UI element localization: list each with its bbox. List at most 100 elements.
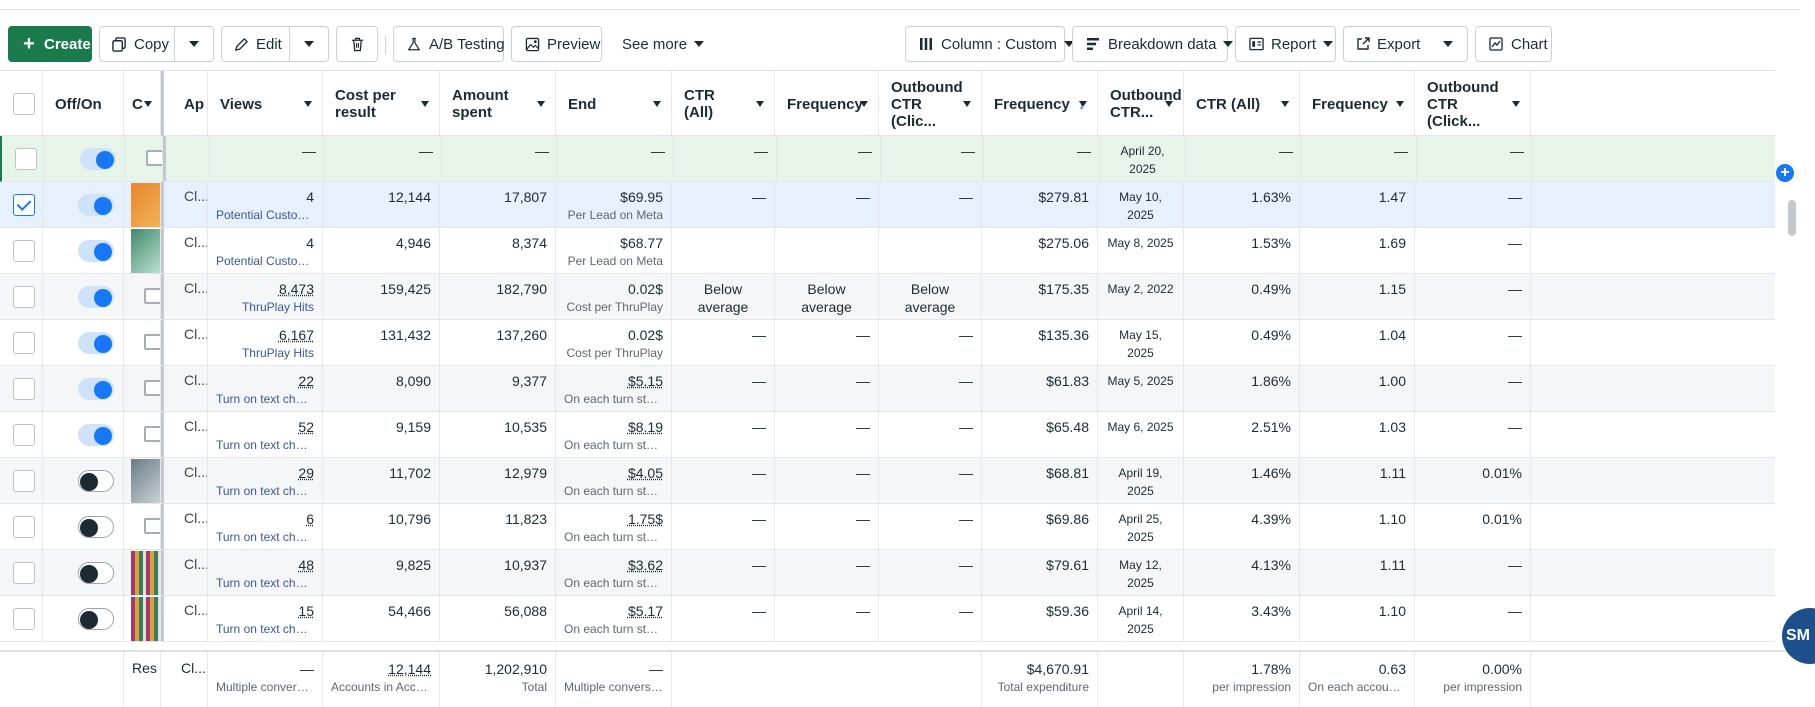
header-outbound-ctr-2[interactable]: Outbound CTR... xyxy=(1098,71,1184,137)
ab-testing-button[interactable]: A/B Testing xyxy=(393,26,505,62)
ad-name[interactable]: Cl... xyxy=(184,372,208,388)
ad-name-cell[interactable]: Cl... xyxy=(161,550,208,595)
cell-caption[interactable]: Potential Customer... xyxy=(216,208,314,222)
campaign-cell xyxy=(124,228,161,273)
delivery-toggle[interactable] xyxy=(78,424,114,446)
table-row[interactable]: Cl... 4 Potential Customer... 12,144 17,807 $… xyxy=(0,182,1775,228)
delete-button[interactable] xyxy=(336,26,378,62)
row-checkbox[interactable] xyxy=(13,332,35,354)
row-checkbox[interactable] xyxy=(15,148,37,170)
cell-caption[interactable]: Turn on text chat c... xyxy=(216,484,314,498)
row-checkbox[interactable] xyxy=(13,424,35,446)
table-row[interactable]: Cl... 29 Turn on text chat c... 11,702 12,97… xyxy=(0,458,1775,504)
table-row[interactable]: Cl... 8,473 ThruPlay Hits 159,425 182,790 0.0… xyxy=(0,274,1775,320)
header-ctr-all[interactable]: CTR (All) xyxy=(672,71,775,137)
export-button[interactable]: Export xyxy=(1344,27,1429,61)
select-all-checkbox[interactable] xyxy=(13,93,35,115)
cell-caption[interactable]: Potential Customer... xyxy=(216,254,314,268)
header-frequency-2[interactable]: Frequency xyxy=(1300,71,1415,137)
row-checkbox[interactable] xyxy=(13,562,35,584)
header-amount-spent[interactable]: Amount spent xyxy=(440,71,556,137)
ad-name-cell[interactable]: Cl... xyxy=(161,366,208,411)
delivery-toggle[interactable] xyxy=(78,378,114,400)
header-off-on[interactable]: Off/On xyxy=(43,71,124,137)
table-row[interactable]: Cl... 6,167 ThruPlay Hits 131,432 137,260 0.0… xyxy=(0,320,1775,366)
cell-caption[interactable]: Turn on text chat c... xyxy=(216,576,314,590)
table-row[interactable]: Cl... 15 Turn on text chat c... 54,466 56,08… xyxy=(0,596,1775,642)
ad-name-cell[interactable]: Cl... xyxy=(161,412,208,457)
header-campaign[interactable]: C xyxy=(124,71,161,137)
ad-name[interactable]: Cl... xyxy=(184,418,208,434)
delivery-toggle[interactable] xyxy=(78,194,114,216)
delivery-toggle[interactable] xyxy=(78,240,114,262)
delivery-toggle[interactable] xyxy=(78,470,114,492)
ad-name-cell[interactable]: Cl... xyxy=(161,504,208,549)
cell-caption[interactable]: Turn on text chat c... xyxy=(216,622,314,636)
report-button[interactable]: Report xyxy=(1235,26,1336,62)
ad-name-cell[interactable]: Cl... xyxy=(161,458,208,503)
row-checkbox[interactable] xyxy=(13,240,35,262)
chevron-down-icon xyxy=(189,41,199,47)
chart-button[interactable]: Chart xyxy=(1475,26,1552,62)
see-more-button[interactable]: See more xyxy=(610,26,705,62)
ad-name[interactable]: Cl... xyxy=(184,602,208,618)
header-ctr-all-2[interactable]: CTR (All) xyxy=(1184,71,1300,137)
header-outbound-ctr[interactable]: Outbound CTR (Clic... xyxy=(879,71,982,137)
cell-caption[interactable]: Turn on text chat c... xyxy=(216,530,314,544)
header-views[interactable]: Views xyxy=(208,71,323,137)
ad-name-cell[interactable]: Cl... xyxy=(161,320,208,365)
column-custom-button[interactable]: Column : Custom xyxy=(905,26,1074,62)
ad-name[interactable]: Cl... xyxy=(184,556,208,572)
ad-name[interactable]: Cl... xyxy=(184,510,208,526)
cell-caption[interactable]: Turn on text chat c... xyxy=(216,392,314,406)
row-checkbox[interactable] xyxy=(13,378,35,400)
header-frequency[interactable]: Frequency xyxy=(775,71,879,137)
cell-caption[interactable]: Turn on text chat c... xyxy=(216,438,314,452)
row-checkbox[interactable] xyxy=(13,470,35,492)
delivery-toggle[interactable] xyxy=(78,332,114,354)
export-dropdown-button[interactable] xyxy=(1429,27,1467,61)
ad-name[interactable]: Cl... xyxy=(184,188,208,204)
row-checkbox[interactable] xyxy=(13,194,35,216)
table-row[interactable]: Cl... 52 Turn on text chat c... 9,159 10,535… xyxy=(0,412,1775,458)
row-checkbox[interactable] xyxy=(13,608,35,630)
table-row[interactable]: Cl... 4 Potential Customer... 4,946 8,374 $68… xyxy=(0,228,1775,274)
breakdown-icon xyxy=(1085,36,1101,52)
delivery-toggle[interactable] xyxy=(80,148,116,170)
header-cost-per-result[interactable]: Cost per result xyxy=(323,71,440,137)
edit-dropdown-button[interactable] xyxy=(290,27,328,61)
copy-button[interactable]: Copy xyxy=(100,27,174,61)
header-frequency-sorted[interactable]: Frequency ↓ xyxy=(982,71,1098,137)
vertical-scrollbar[interactable] xyxy=(1788,200,1796,236)
ad-name[interactable]: Cl... xyxy=(184,280,208,296)
row-checkbox[interactable] xyxy=(13,516,35,538)
row-checkbox[interactable] xyxy=(13,286,35,308)
ad-name-cell[interactable]: Cl... xyxy=(161,228,208,273)
table-row[interactable]: Cl... 22 Turn on text chat c... 8,090 9,377 $… xyxy=(0,366,1775,412)
edit-button[interactable]: Edit xyxy=(222,27,289,61)
header-ad[interactable]: Ap xyxy=(161,71,208,137)
copy-dropdown-button[interactable] xyxy=(175,27,213,61)
ad-name-cell[interactable] xyxy=(163,136,210,181)
ad-name[interactable]: Cl... xyxy=(184,326,208,342)
create-button[interactable]: + Create xyxy=(8,26,92,62)
table-row[interactable]: Cl... 6 Turn on text chat c... 10,796 11,823… xyxy=(0,504,1775,550)
header-outbound-ctr-3[interactable]: Outbound CTR (Click... xyxy=(1415,71,1531,137)
cell-caption[interactable]: ThruPlay Hits xyxy=(241,300,314,314)
ad-name-cell[interactable]: Cl... xyxy=(161,182,208,227)
breakdown-data-button[interactable]: Breakdown data xyxy=(1072,26,1234,62)
cell-caption[interactable]: ThruPlay Hits xyxy=(241,346,314,360)
table-row[interactable]: — — — — — — — — April 20, 2025 — — — xyxy=(0,136,1775,182)
delivery-toggle[interactable] xyxy=(78,516,114,538)
delivery-toggle[interactable] xyxy=(78,608,114,630)
ad-name-cell[interactable]: Cl... xyxy=(161,596,208,641)
preview-button[interactable]: Preview xyxy=(511,26,602,62)
delivery-toggle[interactable] xyxy=(78,286,114,308)
add-column-icon[interactable]: + xyxy=(1776,164,1794,182)
ad-name[interactable]: Cl... xyxy=(184,234,208,250)
header-end[interactable]: End xyxy=(556,71,672,137)
ad-name[interactable]: Cl... xyxy=(184,464,208,480)
delivery-toggle[interactable] xyxy=(78,562,114,584)
ad-name-cell[interactable]: Cl... xyxy=(161,274,208,319)
table-row[interactable]: Cl... 48 Turn on text chat c... 9,825 10,937… xyxy=(0,550,1775,596)
